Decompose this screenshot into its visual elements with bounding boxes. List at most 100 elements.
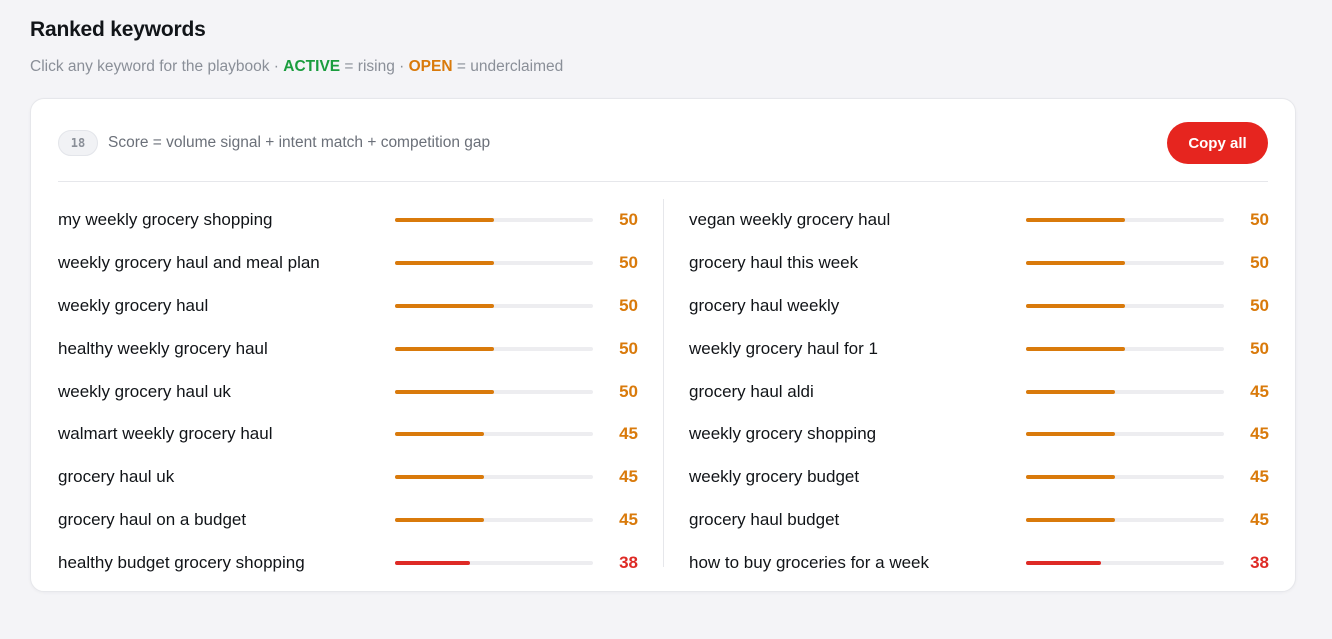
score-bar-fill bbox=[395, 261, 494, 266]
keyword-row[interactable]: my weekly grocery shopping 50 bbox=[58, 199, 638, 242]
score-bar-fill bbox=[1026, 517, 1116, 522]
score-bar-track bbox=[395, 432, 593, 437]
score-bar-track bbox=[1026, 432, 1224, 437]
keyword-label: grocery haul on a budget bbox=[58, 509, 247, 529]
score-value: 50 bbox=[619, 381, 638, 401]
score-value: 45 bbox=[619, 509, 638, 529]
keyword-label: how to buy groceries for a week bbox=[689, 552, 930, 572]
copy-all-button[interactable]: Copy all bbox=[1167, 122, 1268, 164]
score-value: 50 bbox=[619, 295, 638, 315]
score-value: 45 bbox=[1250, 509, 1269, 529]
score-bar-fill bbox=[395, 218, 494, 223]
active-suffix: = rising · bbox=[340, 58, 409, 75]
score-bar-fill bbox=[1026, 261, 1125, 266]
score-bar-fill bbox=[395, 389, 494, 394]
page-subtitle: Click any keyword for the playbook · ACT… bbox=[30, 58, 563, 76]
keyword-label: grocery haul weekly bbox=[689, 295, 840, 315]
keyword-label: healthy weekly grocery haul bbox=[58, 338, 268, 358]
score-value: 50 bbox=[619, 253, 638, 273]
score-bar-fill bbox=[1026, 303, 1125, 308]
keywords-card: 18 Score = volume signal + intent match … bbox=[30, 98, 1296, 592]
keyword-row[interactable]: grocery haul on a budget 45 bbox=[58, 499, 638, 542]
active-label: ACTIVE bbox=[283, 58, 341, 75]
keyword-row[interactable]: weekly grocery budget 45 bbox=[689, 456, 1269, 499]
score-value: 45 bbox=[1250, 467, 1269, 487]
keyword-label: weekly grocery haul and meal plan bbox=[58, 253, 320, 273]
keyword-column-right: vegan weekly grocery haul 50 grocery haul … bbox=[689, 199, 1269, 584]
keyword-row[interactable]: how to buy groceries for a week 38 bbox=[689, 541, 1269, 584]
keyword-row[interactable]: grocery haul uk 45 bbox=[58, 456, 638, 499]
keyword-label: walmart weekly grocery haul bbox=[58, 424, 273, 444]
keyword-count-badge: 18 bbox=[58, 130, 98, 156]
keyword-label: my weekly grocery shopping bbox=[58, 210, 273, 230]
keyword-label: grocery haul budget bbox=[689, 509, 840, 529]
score-value: 50 bbox=[1250, 253, 1269, 273]
score-bar-track bbox=[395, 346, 593, 351]
score-bar-track bbox=[1026, 346, 1224, 351]
keyword-row[interactable]: weekly grocery haul and meal plan 50 bbox=[58, 242, 638, 285]
score-bar-track bbox=[1026, 303, 1224, 308]
score-bar-fill bbox=[1026, 346, 1125, 351]
keyword-label: vegan weekly grocery haul bbox=[689, 210, 891, 230]
keyword-row[interactable]: grocery haul aldi 45 bbox=[689, 370, 1269, 413]
keyword-row[interactable]: weekly grocery shopping 45 bbox=[689, 413, 1269, 456]
score-value: 50 bbox=[619, 210, 638, 230]
keyword-row[interactable]: grocery haul weekly 50 bbox=[689, 285, 1269, 328]
score-value: 38 bbox=[1250, 552, 1269, 572]
keyword-label: grocery haul this week bbox=[689, 253, 859, 273]
score-bar-track bbox=[1026, 389, 1224, 394]
keyword-label: weekly grocery haul bbox=[58, 295, 209, 315]
open-suffix: = underclaimed bbox=[452, 58, 564, 75]
score-bar-track bbox=[395, 303, 593, 308]
score-bar-track bbox=[1026, 560, 1224, 565]
score-bar-fill bbox=[395, 517, 485, 522]
keyword-label: weekly grocery haul for 1 bbox=[689, 338, 878, 358]
score-bar-fill bbox=[395, 560, 471, 565]
keyword-row[interactable]: weekly grocery haul uk 50 bbox=[58, 370, 638, 413]
score-bar-fill bbox=[395, 475, 485, 480]
score-bar-track bbox=[395, 517, 593, 522]
score-bar-fill bbox=[1026, 218, 1125, 223]
score-bar-fill bbox=[1026, 432, 1116, 437]
score-formula: Score = volume signal + intent match + c… bbox=[108, 134, 491, 151]
keyword-row[interactable]: grocery haul this week 50 bbox=[689, 242, 1269, 285]
score-bar-track bbox=[395, 560, 593, 565]
subtitle-prefix: Click any keyword for the playbook · bbox=[30, 58, 284, 75]
score-bar-fill bbox=[395, 303, 494, 308]
keyword-column-left: my weekly grocery shopping 50 weekly groce… bbox=[58, 199, 638, 584]
keyword-row[interactable]: healthy budget grocery shopping 38 bbox=[58, 541, 638, 584]
score-bar-fill bbox=[395, 346, 494, 351]
keyword-row[interactable]: walmart weekly grocery haul 45 bbox=[58, 413, 638, 456]
keyword-row[interactable]: vegan weekly grocery haul 50 bbox=[689, 199, 1269, 242]
score-bar-track bbox=[1026, 261, 1224, 266]
column-divider bbox=[663, 199, 664, 567]
score-value: 38 bbox=[619, 552, 638, 572]
score-value: 50 bbox=[1250, 338, 1269, 358]
score-bar-fill bbox=[395, 432, 485, 437]
score-bar-track bbox=[1026, 475, 1224, 480]
score-bar-track bbox=[395, 218, 593, 223]
score-value: 45 bbox=[619, 424, 638, 444]
keyword-label: grocery haul aldi bbox=[689, 381, 814, 401]
keyword-row[interactable]: healthy weekly grocery haul 50 bbox=[58, 327, 638, 370]
keyword-label: grocery haul uk bbox=[58, 467, 175, 487]
open-label: OPEN bbox=[408, 58, 453, 75]
score-bar-track bbox=[395, 475, 593, 480]
score-bar-track bbox=[395, 261, 593, 266]
keyword-label: weekly grocery budget bbox=[689, 467, 860, 487]
keyword-row[interactable]: grocery haul budget 45 bbox=[689, 499, 1269, 542]
keyword-row[interactable]: weekly grocery haul for 1 50 bbox=[689, 327, 1269, 370]
score-bar-track bbox=[1026, 517, 1224, 522]
score-value: 45 bbox=[1250, 424, 1269, 444]
score-value: 50 bbox=[1250, 295, 1269, 315]
keyword-label: healthy budget grocery shopping bbox=[58, 552, 305, 572]
keyword-row[interactable]: weekly grocery haul 50 bbox=[58, 285, 638, 328]
score-bar-track bbox=[1026, 218, 1224, 223]
score-value: 45 bbox=[1250, 381, 1269, 401]
score-bar-fill bbox=[1026, 475, 1116, 480]
keyword-label: weekly grocery haul uk bbox=[58, 381, 231, 401]
score-bar-fill bbox=[1026, 389, 1116, 394]
score-value: 45 bbox=[619, 467, 638, 487]
score-bar-fill bbox=[1026, 560, 1102, 565]
score-bar-track bbox=[395, 389, 593, 394]
